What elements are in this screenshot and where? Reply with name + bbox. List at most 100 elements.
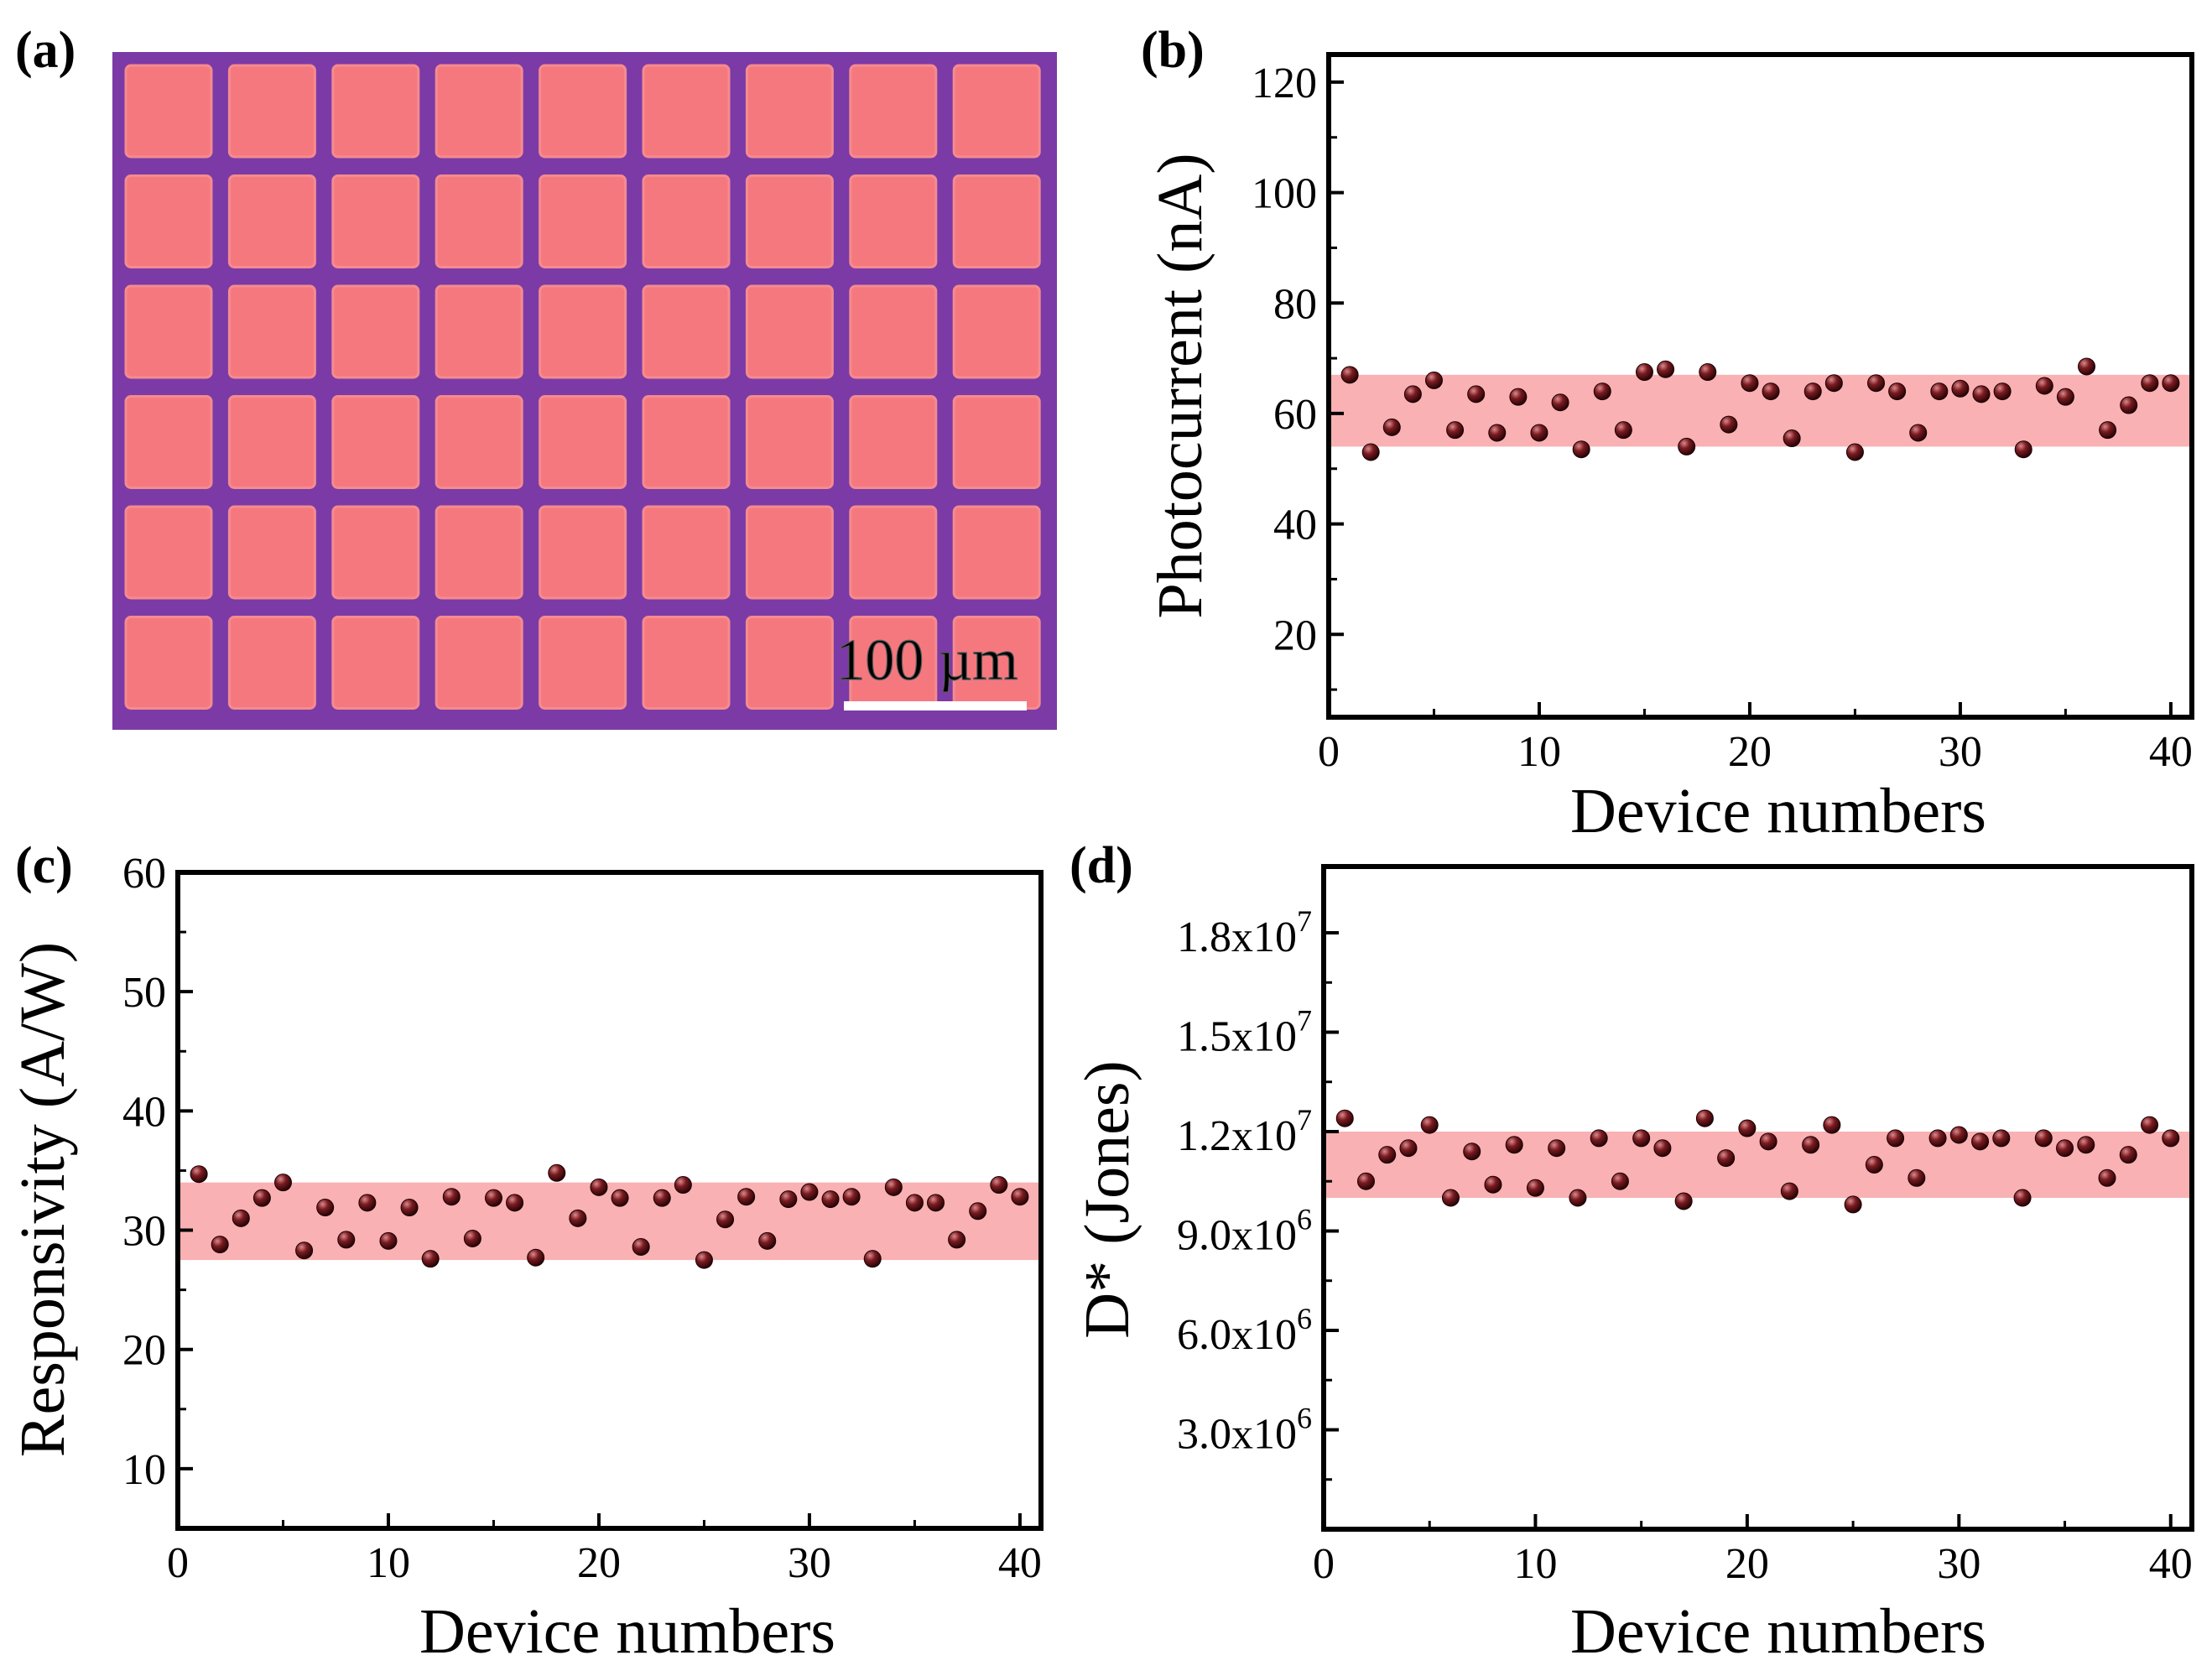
y-tick-label: 10 — [122, 1446, 166, 1494]
data-point — [2014, 440, 2032, 459]
micrograph-pad — [745, 64, 834, 159]
data-point — [1783, 429, 1801, 448]
data-point — [1888, 383, 1907, 401]
data-point — [716, 1210, 735, 1229]
micrograph-pad — [539, 616, 627, 710]
data-point — [1420, 1116, 1439, 1134]
micrograph-pad — [952, 395, 1041, 489]
data-point — [842, 1188, 861, 1206]
micrograph-pad — [124, 616, 213, 710]
micrograph-pad — [435, 64, 523, 159]
data-point — [1695, 1109, 1714, 1127]
data-point — [273, 1174, 292, 1192]
x-tick-label: 20 — [1728, 728, 1772, 776]
y-tick-label: 60 — [122, 850, 166, 898]
data-point — [1551, 393, 1569, 412]
x-tick-label: 0 — [1313, 1540, 1335, 1588]
data-point — [2141, 1116, 2159, 1134]
y-axis-label-photocurrent: Photocurrent (nA) — [1145, 153, 1215, 618]
x-tick-label: 30 — [1937, 1540, 1980, 1588]
data-point — [2056, 1139, 2074, 1158]
data-point — [2141, 374, 2159, 393]
data-point — [2162, 1129, 2180, 1148]
data-point — [569, 1209, 587, 1227]
data-point — [2056, 388, 2074, 406]
micrograph-pad — [227, 616, 316, 710]
data-point — [779, 1190, 798, 1209]
micrograph-pad — [539, 284, 627, 379]
micrograph-pad — [952, 505, 1041, 600]
data-point — [1611, 1172, 1629, 1190]
data-point — [463, 1229, 481, 1247]
data-point — [800, 1183, 819, 1201]
data-point — [1803, 383, 1822, 401]
scale-bar-label: 100 µm — [835, 628, 1018, 693]
data-point — [1992, 1129, 2011, 1148]
data-point — [1717, 1149, 1736, 1168]
y-tick-label: 3.0x106 — [1177, 1402, 1312, 1459]
micrograph-pad-grid — [124, 64, 1041, 710]
data-point — [2099, 421, 2117, 440]
data-point — [1526, 1179, 1544, 1197]
data-point — [2013, 1189, 2032, 1207]
data-point — [1823, 1116, 1841, 1134]
micrograph-pad — [642, 64, 731, 159]
micrograph-pad — [745, 505, 834, 600]
series-photocurrent — [1340, 357, 2180, 461]
x-axis-label-b: Device numbers — [1570, 776, 1986, 846]
data-point — [2098, 1169, 2116, 1187]
data-point — [1505, 1136, 1523, 1154]
y-tick-label: 1.2x107 — [1177, 1103, 1312, 1160]
data-point — [1759, 1132, 1777, 1151]
data-point — [1488, 424, 1507, 442]
micrograph-pad — [124, 64, 213, 159]
micrograph-pad — [539, 395, 627, 489]
micrograph-pad — [331, 616, 420, 710]
y-tick-label: 9.0x106 — [1177, 1203, 1312, 1260]
band-responsivity — [178, 1182, 1041, 1261]
y-tick-label: 50 — [122, 969, 166, 1017]
data-point — [695, 1251, 713, 1269]
micrograph-pad — [227, 64, 316, 159]
data-point — [1635, 363, 1653, 382]
data-point — [1762, 383, 1780, 401]
micrograph-pad — [745, 395, 834, 489]
micrograph-pad — [331, 505, 420, 600]
x-tick-label: 0 — [167, 1539, 189, 1587]
scale-bar — [844, 701, 1027, 710]
data-point — [1484, 1175, 1502, 1194]
micrograph-pad — [952, 64, 1041, 159]
y-axis-label-detectivity: D* (Jones) — [1072, 1060, 1142, 1338]
micrograph-pad — [435, 616, 523, 710]
x-tick-label: 10 — [367, 1539, 410, 1587]
data-point — [632, 1237, 650, 1256]
micrograph-pad — [435, 174, 523, 268]
data-point — [1887, 1129, 1905, 1148]
micrograph-pad — [331, 64, 420, 159]
plot-frame-b — [1326, 52, 2194, 720]
y-tick-label: 1.5x107 — [1177, 1004, 1312, 1061]
micrograph-pad — [227, 505, 316, 600]
panel-label-a: (a) — [15, 22, 75, 79]
y-tick-label: 120 — [1252, 60, 1317, 107]
x-axis-label-c: Device numbers — [419, 1596, 835, 1667]
data-point — [1530, 424, 1548, 442]
micrograph-pad — [539, 505, 627, 600]
micrograph-pad — [435, 284, 523, 379]
data-point — [190, 1165, 208, 1184]
data-point — [1335, 1109, 1354, 1127]
data-point — [1572, 440, 1590, 459]
y-tick-label: 20 — [122, 1327, 166, 1375]
data-point — [927, 1194, 945, 1212]
data-point — [948, 1231, 966, 1249]
axes-d: 0 10 20 30 40 3.0x106 6.0x106 9.0x106 1.2x107 1.5… — [1177, 904, 2193, 1588]
data-point — [1467, 385, 1486, 403]
data-point — [1951, 379, 1970, 398]
micrograph-pad — [745, 616, 834, 710]
data-point — [2078, 357, 2096, 376]
data-point — [252, 1189, 271, 1207]
data-point — [905, 1194, 924, 1212]
data-point — [316, 1199, 335, 1217]
x-tick-label: 20 — [1725, 1540, 1769, 1588]
